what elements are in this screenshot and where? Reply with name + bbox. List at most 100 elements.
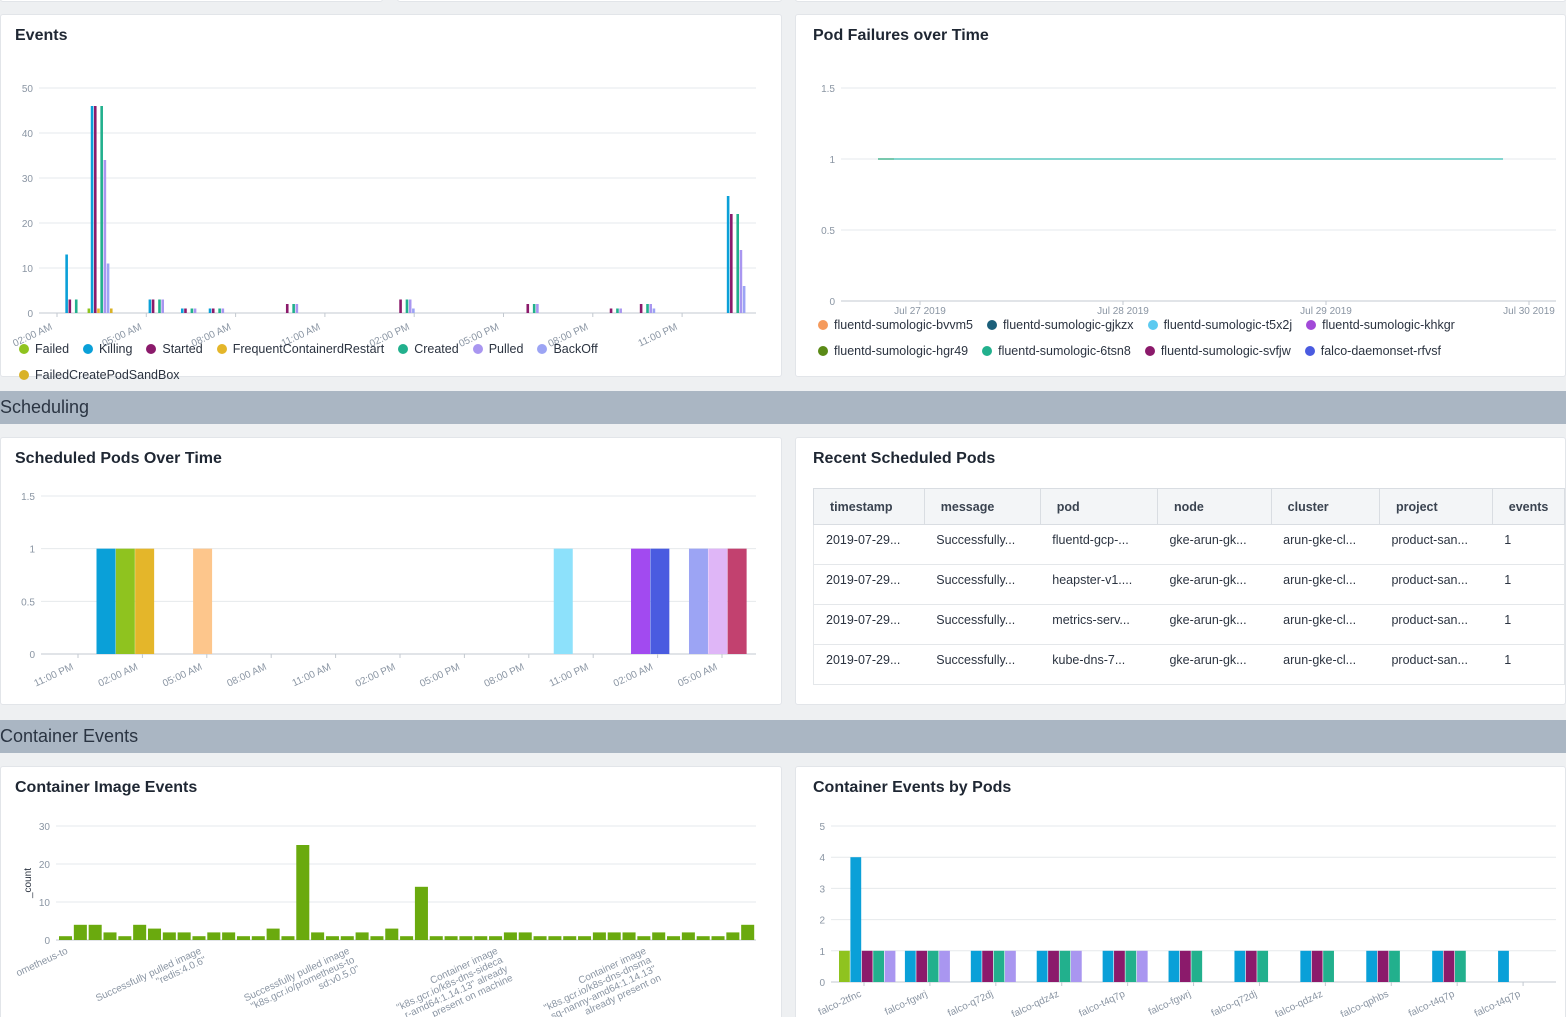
bar <box>1179 950 1191 982</box>
column-header-events[interactable]: events <box>1492 488 1566 525</box>
legend-item[interactable]: FailedCreatePodSandBox <box>19 362 180 388</box>
bar <box>533 936 547 940</box>
bar <box>1114 950 1125 982</box>
bar <box>281 936 295 940</box>
bar <box>1498 950 1509 982</box>
bar <box>162 932 176 940</box>
bar <box>696 936 710 940</box>
column-header-project[interactable]: project <box>1379 488 1493 525</box>
legend-dot-icon <box>1147 320 1158 330</box>
legend-item[interactable]: Failed <box>19 336 69 362</box>
y-tick-label: 10 <box>39 898 51 909</box>
events-legend: Failed Killing Started FrequentContainerdRe… <box>19 336 779 388</box>
cell-cluster: arun-gke-cl... <box>1271 564 1380 605</box>
scheduled-pods-chart[interactable]: 0 0.5 1 1.5 11:00 PM 02:00 AM 05:00 AM 08:00 AM… <box>1 478 781 706</box>
y-tick-label: 1.5 <box>21 492 35 503</box>
legend-dot-icon <box>216 344 227 354</box>
bar <box>88 924 102 940</box>
pod-failures-chart[interactable]: 0 0.5 1 1.5 Jul 27 2019 Jul 28 2019 Jul 29 201… <box>796 55 1566 315</box>
legend-item[interactable]: FrequentContainerdRestart <box>216 336 385 362</box>
table-row[interactable]: 2019-07-29... Successfully... heapster-v… <box>813 564 1566 605</box>
bar <box>993 950 1005 982</box>
legend-label: FrequentContainerdRestart <box>232 342 385 356</box>
bar <box>73 924 87 940</box>
top-card-right <box>795 0 1566 2</box>
section-scheduling[interactable]: Scheduling <box>0 391 1566 424</box>
bar <box>109 308 113 313</box>
y-tick-label: 0 <box>819 978 825 989</box>
x-tick-label: 08:00 AM <box>226 662 269 690</box>
legend-item[interactable]: fluentd-sumologic-svfjw <box>1144 338 1291 364</box>
bar <box>151 299 155 313</box>
x-tick-label: falco-t4q7p <box>1077 989 1127 1017</box>
table-row[interactable]: 2019-07-29... Successfully... fluentd-gc… <box>813 524 1566 565</box>
cell-events: 1 <box>1492 564 1566 605</box>
legend-item[interactable]: Killing <box>83 336 132 362</box>
legend-item[interactable]: Pulled <box>472 336 523 362</box>
cell-timestamp: 2019-07-29... <box>813 644 925 685</box>
cell-cluster: arun-gke-cl... <box>1271 644 1380 685</box>
bar <box>619 308 622 313</box>
recent-pods-panel[interactable]: Recent Scheduled Pods timestamp message … <box>795 437 1566 705</box>
legend-label: fluentd-sumologic-hgr49 <box>834 344 969 358</box>
y-axis-label: _count <box>23 868 34 899</box>
pod-failures-panel[interactable]: Pod Failures over Time 0 0.5 1 1.5 Jul 27 20… <box>795 14 1566 377</box>
bar <box>106 263 110 313</box>
bar <box>688 548 708 654</box>
section-container-events[interactable]: Container Events <box>0 720 1566 753</box>
x-tick-label: ometheus-to <box>15 946 70 980</box>
bar <box>639 304 643 313</box>
column-header-cluster[interactable]: cluster <box>1271 488 1380 525</box>
container-pods-chart[interactable]: 0 1 2 3 4 5 falco-2tfnc falco-fgwrj falco-q72dj f… <box>796 807 1566 1017</box>
legend-item[interactable]: fluentd-sumologic-khkgr <box>1306 312 1455 338</box>
legend-dot-icon <box>472 344 483 354</box>
y-tick-label: 50 <box>22 84 34 95</box>
legend-label: fluentd-sumologic-bvvm5 <box>834 318 973 332</box>
bar <box>839 950 850 982</box>
bar <box>518 932 532 940</box>
column-header-node[interactable]: node <box>1157 488 1272 525</box>
container-image-panel[interactable]: Container Image Events 0 10 20 30 _count omet… <box>0 766 782 1017</box>
bar <box>236 936 250 940</box>
cell-cluster: arun-gke-cl... <box>1271 524 1380 565</box>
legend-item[interactable]: BackOff <box>537 336 598 362</box>
container-pods-panel[interactable]: Container Events by Pods 0 1 2 3 4 5 falco-2tf… <box>795 766 1566 1017</box>
legend-item[interactable]: fluentd-sumologic-6tsn8 <box>982 338 1131 364</box>
bar <box>1070 950 1082 982</box>
legend-item[interactable]: fluentd-sumologic-gjkzx <box>986 312 1134 338</box>
column-header-pod[interactable]: pod <box>1040 488 1158 525</box>
x-tick-label: Jul 30 2019 <box>1503 306 1555 315</box>
legend-label: fluentd-sumologic-t5x2j <box>1163 318 1293 332</box>
y-tick-label: 40 <box>22 129 34 140</box>
legend-item[interactable]: fluentd-sumologic-bvvm5 <box>818 312 973 338</box>
legend-item[interactable]: Created <box>398 336 459 362</box>
bar <box>736 214 740 313</box>
table-row[interactable]: 2019-07-29... Successfully... metrics-se… <box>813 604 1566 645</box>
cell-cluster: arun-gke-cl... <box>1271 604 1380 645</box>
y-tick-label: 0 <box>29 650 35 661</box>
scheduled-pods-panel[interactable]: Scheduled Pods Over Time 0 0.5 1 1.5 11:00 P… <box>0 437 782 705</box>
legend-item[interactable]: fluentd-sumologic-hgr49 <box>818 338 968 364</box>
table-row[interactable]: 2019-07-29... Successfully... kube-dns-7… <box>813 644 1566 685</box>
legend-item[interactable]: Started <box>146 336 203 362</box>
cell-node: gke-arun-gk... <box>1157 604 1272 645</box>
cell-pod: fluentd-gcp-... <box>1040 524 1158 565</box>
legend-item[interactable]: fluentd-sumologic-t5x2j <box>1147 312 1293 338</box>
x-tick-label: falco-q72dj <box>946 989 995 1017</box>
x-tick-label: falco-t4q7p <box>1473 989 1523 1017</box>
bar <box>59 936 73 940</box>
column-header-timestamp[interactable]: timestamp <box>813 488 925 525</box>
column-header-message[interactable]: message <box>924 488 1041 525</box>
cell-project: product-san... <box>1379 564 1493 605</box>
legend-dot-icon <box>982 346 993 356</box>
x-tick-label: falco-t4q7p <box>1407 989 1457 1017</box>
recent-pods-table[interactable]: timestamp message pod node cluster proje… <box>813 488 1566 685</box>
legend-item[interactable]: falco-daemonset-rfvsf <box>1304 338 1441 364</box>
bar <box>1377 950 1389 982</box>
events-panel[interactable]: Events 0 10 20 30 40 50 02:00 AM 05:00 AM 08:00 … <box>0 14 782 382</box>
bar <box>1366 950 1378 982</box>
top-card-middle <box>397 0 782 2</box>
bar <box>637 936 651 940</box>
container-image-chart[interactable]: 0 10 20 30 _count ometheus-to Successfully pul… <box>1 807 781 1017</box>
